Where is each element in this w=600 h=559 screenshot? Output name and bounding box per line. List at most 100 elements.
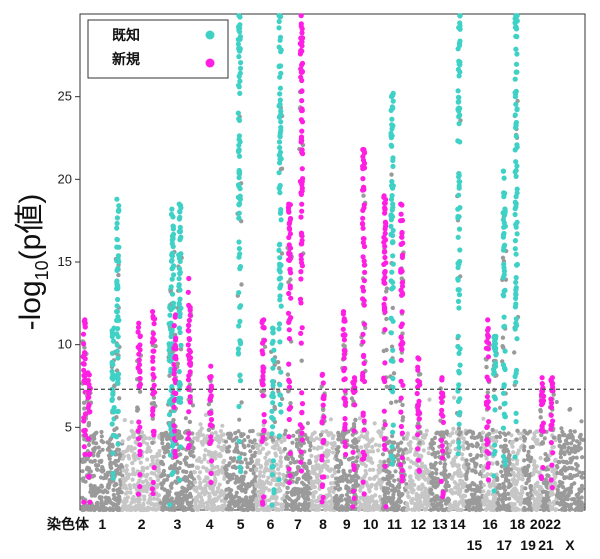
snp-point	[389, 193, 395, 199]
snp-point	[349, 396, 355, 401]
snp-point	[285, 485, 290, 490]
snp-point	[269, 472, 275, 478]
snp-point	[120, 507, 125, 512]
snp-point	[298, 468, 305, 474]
snp-point	[331, 489, 336, 494]
snp-point	[299, 437, 305, 443]
snp-point	[265, 461, 270, 466]
snp-point	[565, 435, 570, 440]
snp-point	[86, 507, 91, 512]
snp-point	[404, 450, 409, 455]
snp-point	[133, 507, 139, 512]
snp-point	[203, 484, 208, 489]
snp-point	[382, 463, 388, 469]
snp-point	[151, 454, 156, 460]
snp-point	[150, 348, 156, 354]
snp-point	[427, 397, 432, 402]
snp-point	[134, 503, 139, 509]
snp-point	[299, 425, 305, 431]
snp-point	[313, 455, 319, 460]
snp-point	[446, 474, 451, 479]
snp-point	[195, 431, 200, 437]
snp-point	[331, 450, 336, 455]
snp-point	[373, 442, 378, 447]
snp-point	[263, 507, 268, 512]
snp-point	[100, 447, 105, 452]
snp-point	[255, 458, 260, 463]
snp-point	[317, 503, 322, 508]
snp-point	[150, 366, 156, 372]
snp-point	[351, 428, 357, 434]
snp-point	[107, 507, 112, 512]
snp-point	[434, 431, 439, 436]
snp-point	[187, 493, 192, 498]
snp-point	[506, 470, 511, 475]
snp-point	[98, 507, 104, 512]
snp-point	[472, 492, 477, 497]
snp-point	[550, 492, 556, 497]
snp-point	[342, 443, 348, 449]
snp-point	[567, 407, 572, 412]
snp-point	[558, 501, 563, 506]
snp-point	[206, 506, 211, 511]
snp-point	[392, 478, 397, 483]
snp-point	[574, 455, 579, 460]
snp-point	[332, 470, 337, 475]
snp-point	[401, 460, 407, 465]
snp-point	[320, 380, 326, 386]
snp-point	[503, 438, 508, 443]
snp-point	[398, 287, 404, 293]
snp-point	[177, 477, 183, 483]
snp-point	[187, 312, 193, 318]
snp-point	[559, 446, 564, 451]
snp-point	[336, 433, 341, 438]
snp-point	[236, 183, 242, 189]
snp-point	[248, 429, 253, 434]
snp-point	[279, 502, 284, 507]
snp-point	[260, 446, 266, 451]
snp-point	[222, 503, 227, 508]
snp-point	[430, 446, 435, 451]
snp-point	[392, 486, 397, 491]
snp-point	[368, 456, 373, 461]
snp-point	[469, 458, 474, 463]
snp-point	[176, 276, 182, 282]
snp-point	[241, 482, 247, 487]
snp-point	[308, 437, 314, 442]
snp-point	[569, 441, 574, 446]
snp-point	[112, 496, 117, 501]
snp-point	[478, 480, 483, 485]
snp-point	[156, 493, 161, 498]
snp-point	[180, 500, 185, 506]
snp-point	[192, 486, 197, 491]
snp-point	[96, 445, 101, 450]
snp-point	[202, 478, 207, 483]
snp-point	[171, 370, 177, 376]
snp-point	[424, 432, 429, 437]
snp-point	[411, 461, 416, 466]
snp-point	[239, 432, 244, 438]
snp-point	[525, 453, 531, 458]
snp-point	[125, 490, 130, 495]
snp-point	[298, 35, 304, 41]
snp-point	[420, 494, 425, 499]
snp-point	[512, 465, 517, 470]
snp-point	[120, 499, 125, 504]
snp-point	[178, 452, 183, 457]
snp-point	[192, 436, 197, 441]
snp-point	[150, 506, 155, 512]
snp-point	[278, 111, 284, 117]
snp-point	[236, 210, 242, 216]
snp-point	[277, 74, 283, 80]
snp-point	[204, 475, 209, 480]
snp-point	[171, 423, 177, 429]
snp-point	[277, 382, 283, 388]
snp-point	[215, 438, 220, 443]
snp-point	[368, 476, 373, 481]
snp-point	[580, 455, 585, 460]
snp-point	[395, 444, 400, 449]
snp-point	[430, 475, 435, 480]
snp-point	[498, 504, 503, 509]
snp-point	[269, 431, 275, 437]
snp-point	[115, 409, 121, 415]
